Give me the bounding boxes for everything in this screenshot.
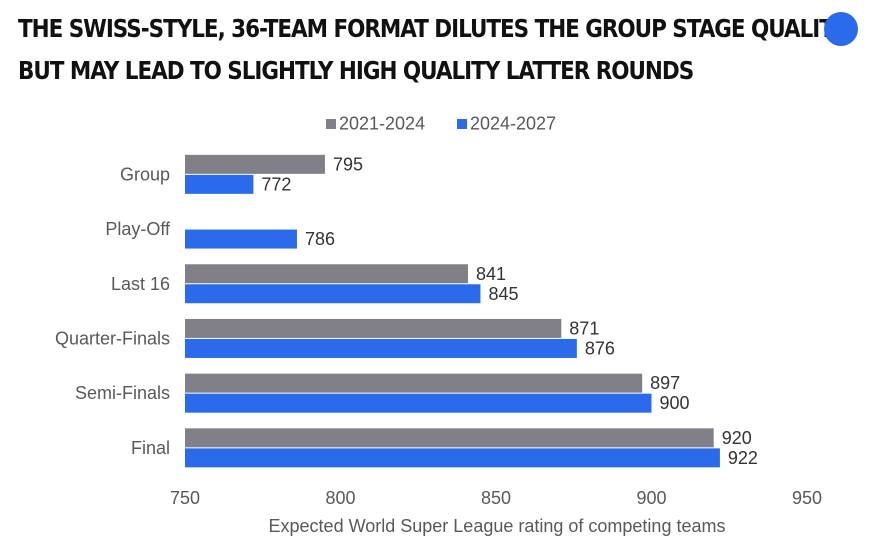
data-label: 900 [660, 393, 690, 413]
data-label: 871 [569, 318, 599, 338]
bar [185, 229, 297, 249]
bar [185, 264, 469, 284]
data-label: 795 [333, 154, 363, 174]
bar [185, 373, 643, 393]
bar [185, 284, 481, 304]
brand-dot-icon [824, 12, 858, 46]
legend-label: 2021-2024 [339, 114, 425, 134]
category-label: Final [131, 438, 170, 458]
legend-swatch [326, 119, 336, 129]
x-tick-label: 850 [481, 488, 511, 508]
data-label: 876 [585, 338, 615, 358]
category-label: Group [120, 164, 170, 184]
category-label: Semi-Finals [75, 383, 170, 403]
category-label: Quarter-Finals [55, 328, 170, 348]
bar [185, 154, 325, 174]
data-label: 922 [728, 448, 758, 468]
x-axis-label: Expected World Super League rating of co… [269, 516, 726, 536]
chart-legend: 2021-2024 2024-2027 [326, 114, 556, 134]
x-axis-ticks: 750 800 850 900 950 [170, 488, 822, 508]
x-tick-label: 900 [636, 488, 666, 508]
category-label: Last 16 [111, 274, 170, 294]
data-label: 772 [261, 174, 291, 194]
data-label: 786 [305, 229, 335, 249]
x-tick-label: 750 [170, 488, 200, 508]
bar [185, 393, 652, 413]
category-labels: Group Play-Off Last 16 Quarter-Finals Semi-F… [55, 164, 171, 458]
data-label: 841 [476, 264, 506, 284]
title-line-2: BUT MAY LEAD TO SLIGHTLY HIGH QUALITY LA… [18, 56, 694, 85]
x-tick-label: 800 [325, 488, 355, 508]
bar [185, 318, 562, 338]
bar [185, 174, 254, 194]
data-label: 845 [488, 284, 518, 304]
bar [185, 448, 720, 468]
data-label: 920 [722, 428, 752, 448]
legend-swatch [457, 119, 467, 129]
data-label: 897 [650, 373, 680, 393]
legend-label: 2024-2027 [470, 114, 556, 134]
x-tick-label: 950 [792, 488, 822, 508]
bar [185, 338, 577, 358]
category-label: Play-Off [105, 219, 171, 239]
bar [185, 428, 714, 448]
